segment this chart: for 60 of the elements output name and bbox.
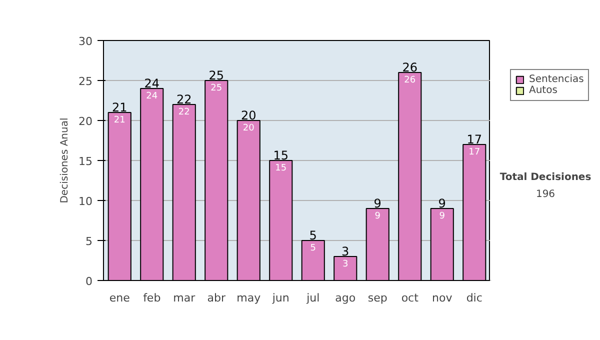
x-tick-label: abr <box>207 292 226 304</box>
legend-label: Sentencias <box>529 74 584 85</box>
data-label: 3 <box>342 260 348 270</box>
bar <box>236 120 260 280</box>
y-tick-label: 20 <box>78 115 93 128</box>
bar <box>398 72 422 280</box>
data-label: 21 <box>114 116 126 126</box>
bar <box>430 208 454 280</box>
bar <box>301 240 325 280</box>
data-label: 5 <box>310 244 316 254</box>
x-tick-label: oct <box>401 292 420 304</box>
data-label: 9 <box>374 212 381 222</box>
x-tick-label: sep <box>368 292 388 304</box>
y-tick-label: 25 <box>78 75 93 88</box>
y-tick-label: 30 <box>78 35 93 48</box>
y-tick-label: 10 <box>78 195 93 208</box>
total-label: 3 <box>342 244 350 258</box>
bar <box>366 208 390 280</box>
total-label: 25 <box>208 68 224 82</box>
total-label: 22 <box>176 92 192 106</box>
legend-label: Autos <box>529 85 558 96</box>
bar <box>172 104 196 280</box>
total-label: 9 <box>438 196 446 210</box>
bar <box>140 88 164 280</box>
total-label: 26 <box>402 60 418 74</box>
y-tick-label: 0 <box>86 275 92 288</box>
data-label: 17 <box>468 148 480 158</box>
bar <box>462 144 486 280</box>
total-label: 24 <box>144 76 160 90</box>
y-axis-title: Decisiones Anual <box>60 118 71 204</box>
x-tick-label: feb <box>143 292 161 304</box>
text: 196 <box>536 188 556 200</box>
data-label: 15 <box>275 164 287 174</box>
x-tick-label: ene <box>109 292 130 304</box>
y-tick-label: 15 <box>78 155 93 168</box>
x-tick-label: ago <box>335 292 356 304</box>
x-tick-label: jul <box>306 292 320 304</box>
total-label: 15 <box>273 148 289 162</box>
total-label: 5 <box>309 228 317 242</box>
x-tick-label: nov <box>432 292 453 304</box>
x-tick-label: may <box>236 292 262 304</box>
bar <box>334 256 358 280</box>
x-tick-label: mar <box>173 292 196 304</box>
bar <box>108 112 132 280</box>
bar <box>269 160 293 280</box>
total-label: 20 <box>240 108 256 122</box>
x-tick-label: jun <box>271 292 290 304</box>
y-tick-label: 5 <box>86 235 92 248</box>
data-label: 25 <box>210 84 222 94</box>
x-tick-label: dic <box>466 292 482 304</box>
total-label: 17 <box>466 132 482 146</box>
total-label: 21 <box>112 100 128 114</box>
data-label: 9 <box>439 212 446 222</box>
data-label: 22 <box>178 108 190 118</box>
data-label: 20 <box>242 124 255 134</box>
data-label: 26 <box>404 76 416 86</box>
bar <box>204 80 228 280</box>
total-label: 9 <box>374 196 382 210</box>
data-label: 24 <box>146 92 158 102</box>
text: Total Decisiones <box>500 172 592 183</box>
